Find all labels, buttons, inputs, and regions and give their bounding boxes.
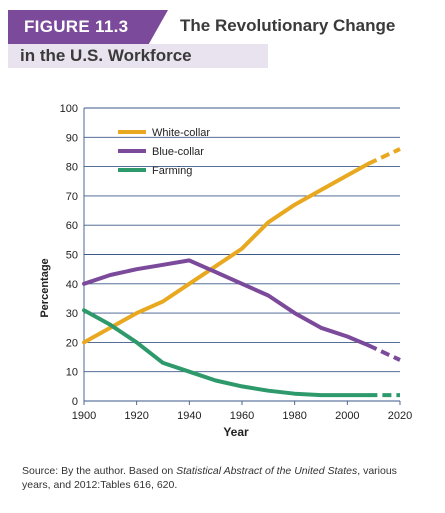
y-tick-labels: 0 10 20 30 40 50 60 70 80 90 100 [60, 103, 78, 408]
figure-label-badge: FIGURE 11.3 [8, 10, 168, 44]
y-tick-label: 30 [66, 308, 78, 320]
y-tick-label: 90 [66, 132, 78, 144]
title-band [8, 44, 268, 68]
y-tick-label: 40 [66, 279, 78, 291]
source-suffix: , various years, and 2012:Tables 616, 62… [22, 465, 397, 491]
legend-label-white-collar: White-collar [152, 127, 210, 139]
x-tick-label: 2000 [335, 410, 359, 422]
x-tick-label: 1940 [177, 410, 201, 422]
source-note: Source: By the author. Based on Statisti… [22, 464, 422, 492]
x-tick-label: 1920 [124, 410, 148, 422]
y-tick-label: 60 [66, 220, 78, 232]
series-projection-white-collar [367, 147, 401, 166]
y-tick-label: 50 [66, 250, 78, 262]
x-tick-label: 1900 [72, 410, 96, 422]
chart-title-line2: in the U.S. Workforce [20, 46, 192, 65]
source-italic: Statistical Abstract of the United State… [176, 465, 358, 477]
x-tick-label: 2020 [388, 410, 412, 422]
y-tick-label: 0 [72, 396, 78, 408]
y-tick-label: 20 [66, 337, 78, 349]
legend: White-collar Blue-collar Farming [118, 127, 210, 177]
x-axis-title: Year [223, 425, 249, 439]
y-tick-label: 100 [60, 103, 78, 115]
legend-label-blue-collar: Blue-collar [152, 146, 204, 158]
legend-label-farming: Farming [152, 165, 192, 177]
figure-header: FIGURE 11.3 The Revolutionary Change in … [8, 6, 438, 68]
x-tick-label: 1960 [230, 410, 254, 422]
figure-label: FIGURE 11.3 [24, 17, 129, 36]
series-line-farming [82, 308, 371, 398]
x-tick-label: 1980 [282, 410, 306, 422]
chart-title-line1: The Revolutionary Change [180, 16, 396, 35]
y-tick-label: 10 [66, 367, 78, 379]
series-line-white-collar [82, 161, 371, 345]
y-tick-label: 70 [66, 191, 78, 203]
series-lines [82, 147, 401, 398]
series-line-blue-collar [82, 258, 371, 348]
y-tick-label: 80 [66, 162, 78, 174]
source-prefix: Source: By the author. Based on [22, 465, 177, 477]
y-axis-title: Percentage [39, 258, 51, 317]
x-tick-labels: 1900 1920 1940 1960 1980 2000 2020 [72, 410, 412, 422]
series-projection-blue-collar [367, 343, 401, 362]
